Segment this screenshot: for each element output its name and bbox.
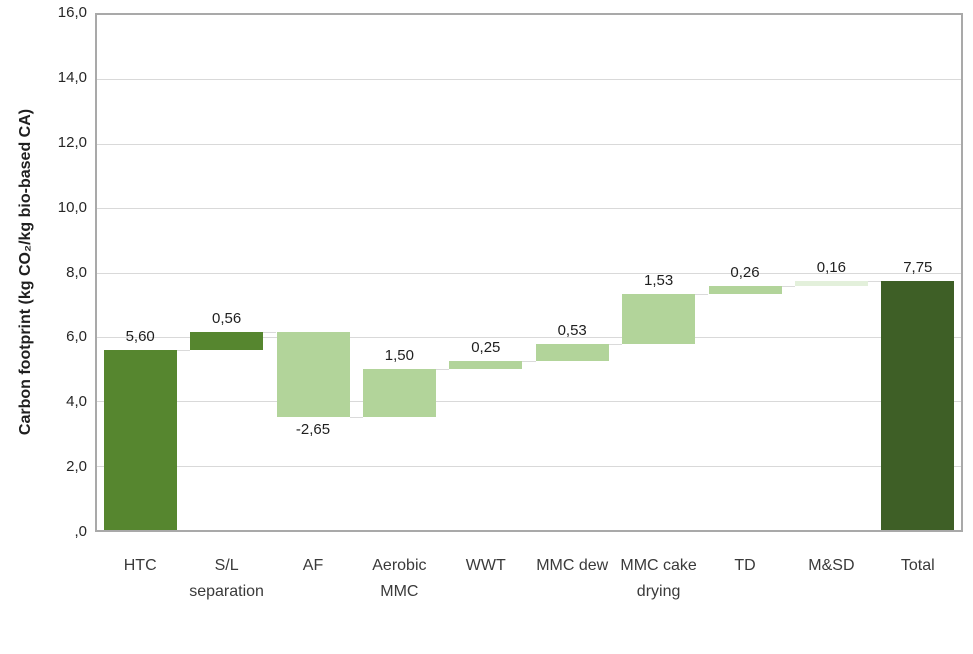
bar-value-label: 0,56 xyxy=(211,309,242,327)
gridline xyxy=(97,79,961,81)
bar-value-label: 0,16 xyxy=(816,258,846,276)
connector-line xyxy=(522,360,536,362)
gridline xyxy=(97,401,961,403)
y-tick-label: 12,0 xyxy=(57,133,87,151)
bar-aerobic-mmc xyxy=(362,368,436,418)
bar-value-label: 1,53 xyxy=(643,272,674,290)
connector-line xyxy=(867,280,882,282)
x-category-label: MMC cake drying xyxy=(620,557,697,600)
bar-value-label: 7,75 xyxy=(903,258,933,276)
connector-line xyxy=(608,343,623,345)
bar-mmc-cake-drying xyxy=(622,294,696,344)
connector-line xyxy=(781,286,795,288)
bar-mmc-dew xyxy=(535,343,609,361)
x-category-label: M&SD xyxy=(808,557,855,574)
bar-total xyxy=(881,280,955,530)
x-category-label: Aerobic MMC xyxy=(372,557,427,600)
gridline xyxy=(97,465,961,467)
connector-line xyxy=(176,349,191,351)
y-tick-label: 16,0 xyxy=(57,4,87,21)
connector-line xyxy=(263,331,277,333)
bar-value-label: 0,26 xyxy=(730,264,760,282)
gridline xyxy=(97,336,961,338)
connector-line xyxy=(435,368,450,370)
y-tick-label: 14,0 xyxy=(57,68,87,86)
x-category-label: WWT xyxy=(465,557,506,574)
bar-value-label: 1,50 xyxy=(384,346,414,364)
y-tick-label: 6,0 xyxy=(66,328,87,346)
x-category-label: HTC xyxy=(123,557,157,574)
plot-area xyxy=(95,13,963,532)
gridline xyxy=(97,272,961,274)
y-tick-label: 8,0 xyxy=(66,263,87,281)
bar-td xyxy=(708,286,782,295)
y-tick-label: 4,0 xyxy=(66,393,87,411)
bar-value-label: 0,53 xyxy=(557,321,587,339)
bar-value-label: 0,25 xyxy=(471,338,501,356)
x-category-label: TD xyxy=(734,557,756,574)
y-tick-label: 10,0 xyxy=(57,198,87,216)
y-tick-label: ,0 xyxy=(74,523,87,540)
connector-line xyxy=(349,417,363,419)
x-category-label: S/L separation xyxy=(189,557,264,600)
x-category-label: Total xyxy=(900,557,935,574)
gridline xyxy=(97,143,961,145)
bar-af xyxy=(276,331,350,418)
bar-value-label: 5,60 xyxy=(125,327,155,345)
bar-value-label: -2,65 xyxy=(295,421,331,439)
x-category-label: AF xyxy=(302,557,324,574)
gridline xyxy=(97,208,961,210)
y-tick-label: 2,0 xyxy=(66,458,87,476)
bar-htc xyxy=(103,349,177,530)
bar-s-l-separation xyxy=(190,331,264,350)
bar-m-sd xyxy=(794,280,868,286)
connector-line xyxy=(695,294,709,296)
x-category-label: MMC dew xyxy=(536,557,609,574)
bar-wwt xyxy=(449,360,523,369)
